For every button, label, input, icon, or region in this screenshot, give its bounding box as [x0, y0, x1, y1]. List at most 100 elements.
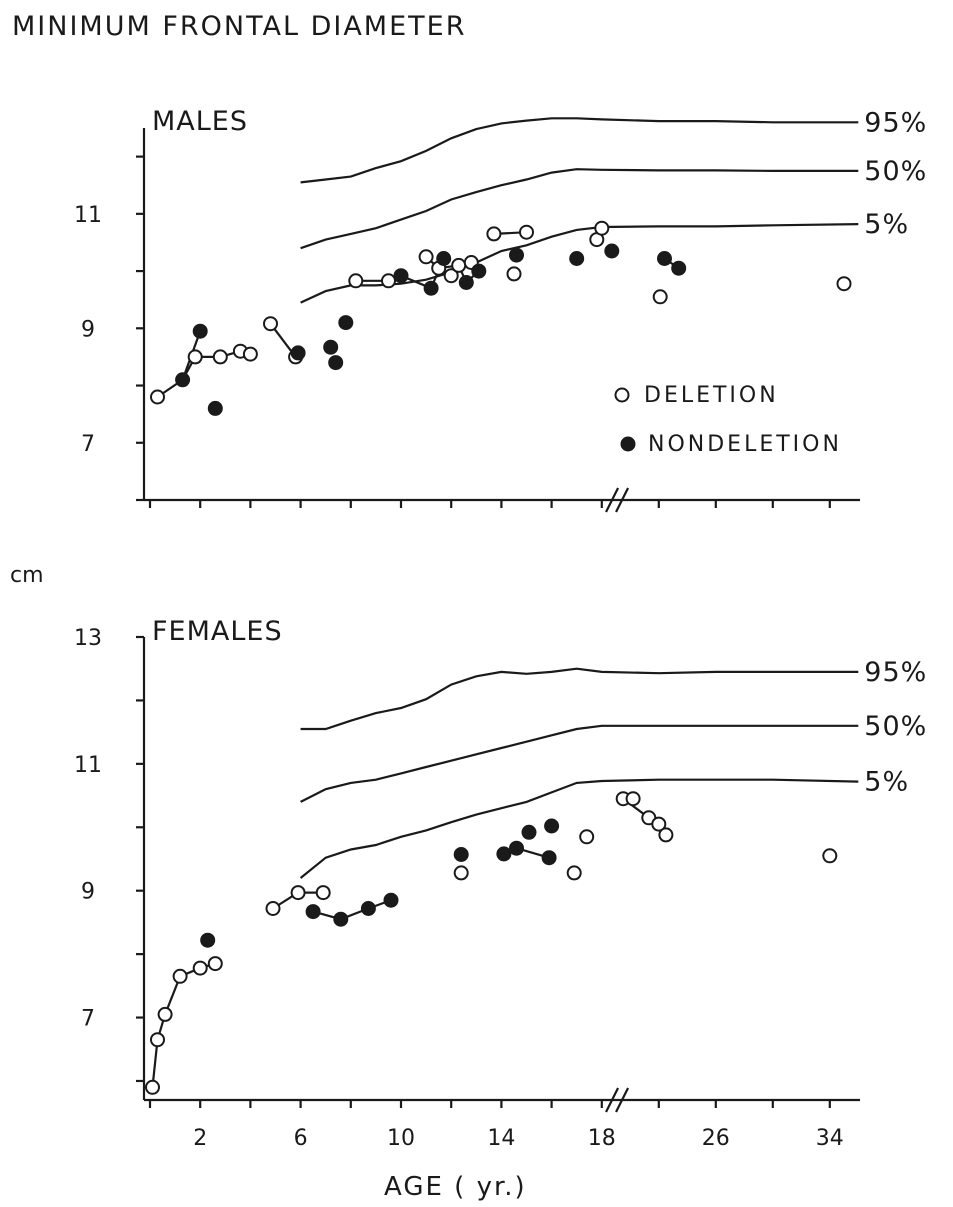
- females-percentile-label: 95%: [864, 657, 927, 688]
- females-percentile-50-curve: [300, 724, 859, 803]
- males-nondeletion-point: [393, 268, 409, 284]
- figure-title: MINIMUM FRONTAL DIAMETER: [12, 11, 466, 42]
- males-deletion-point: [836, 276, 852, 292]
- females-percentile-label: 5%: [864, 767, 909, 798]
- males-deletion-point: [150, 389, 165, 405]
- males-percentile-95-curve: [300, 117, 859, 184]
- females-nondeletion-point: [305, 904, 321, 920]
- females-deletion-point: [157, 1006, 173, 1022]
- males-deletion-point: [652, 289, 668, 305]
- legend-nondeletion-label: NONDELETION: [648, 432, 842, 457]
- females-y-tick-label: 9: [81, 880, 95, 905]
- males-deletion-point: [381, 273, 396, 289]
- males-nondeletion-point: [671, 260, 687, 276]
- males-nondeletion-point: [192, 323, 208, 339]
- females-deletion-point: [625, 791, 641, 807]
- females-y-tick-label: 11: [74, 753, 102, 778]
- females-x-tick-label: 14: [487, 1126, 515, 1151]
- males-axis-break: [615, 487, 630, 513]
- females-deletion-point: [315, 885, 331, 901]
- males-nondeletion-point: [323, 339, 339, 355]
- males-y-tick-label: 11: [74, 203, 102, 228]
- males-connector-lines: [156, 227, 680, 398]
- females-nondeletion-point: [200, 932, 216, 948]
- females-percentile-curves: 95% 50% 5%: [299, 657, 927, 879]
- females-x-tick-label: 10: [387, 1126, 415, 1151]
- females-connector-line: [312, 899, 392, 921]
- males-deletion-point: [594, 220, 610, 236]
- males-panel: MALES 7 9 11 95% 50% 5% DELETION NONDELETION: [74, 106, 927, 513]
- males-deletion-point: [486, 226, 502, 242]
- females-x-tick-label: 18: [588, 1126, 616, 1151]
- males-y-tick-label: 7: [81, 432, 95, 457]
- females-deletion-point: [579, 829, 595, 845]
- females-deletion-point: [192, 960, 208, 976]
- females-y-tick-label: 7: [81, 1007, 95, 1032]
- y-unit-label: cm: [10, 563, 44, 588]
- males-nondeletion-point: [175, 372, 191, 388]
- males-percentile-label: 95%: [864, 107, 927, 138]
- males-percentile-50-curve: [300, 168, 859, 250]
- males-nondeletion-point: [569, 251, 585, 266]
- males-axes: 7 9 11: [74, 128, 860, 513]
- males-nondeletion-point: [604, 243, 620, 259]
- females-data-points: [145, 791, 838, 1095]
- males-percentile-label: 5%: [864, 209, 909, 240]
- females-deletion-point: [172, 968, 188, 984]
- males-deletion-point: [418, 249, 434, 265]
- females-percentile-95-curve: [300, 667, 859, 731]
- females-nondeletion-point: [383, 892, 399, 908]
- females-deletion-point: [453, 865, 469, 881]
- females-x-tick-label: 6: [294, 1126, 308, 1151]
- females-deletion-point: [207, 956, 223, 972]
- males-deletion-point: [212, 349, 228, 365]
- males-deletion-point: [443, 268, 459, 284]
- females-panel-title: FEMALES: [152, 616, 283, 647]
- x-axis-label: AGE ( yr.): [384, 1172, 527, 1202]
- males-data-points: [150, 220, 852, 416]
- females-deletion-point: [651, 816, 667, 832]
- males-nondeletion-point: [471, 263, 487, 279]
- males-percentile-5-curve: [300, 223, 859, 304]
- legend-deletion-marker: [614, 387, 630, 403]
- females-axis-break: [605, 1087, 620, 1113]
- males-deletion-point: [451, 257, 467, 273]
- females-nondeletion-point: [509, 840, 524, 856]
- males-panel-title: MALES: [152, 106, 248, 137]
- females-deletion-point: [658, 827, 674, 843]
- males-percentile-label: 50%: [864, 156, 927, 187]
- males-deletion-point: [263, 316, 278, 332]
- females-x-tick-label: 34: [816, 1126, 844, 1151]
- females-nondeletion-point: [453, 847, 469, 862]
- females-x-tick-label: 2: [193, 1126, 207, 1151]
- males-deletion-point: [519, 224, 534, 240]
- females-y-tick-label: 13: [74, 626, 102, 651]
- females-nondeletion-point: [544, 818, 560, 834]
- males-nondeletion-point: [458, 275, 474, 290]
- males-nondeletion-point: [338, 315, 354, 331]
- females-deletion-point: [150, 1032, 165, 1048]
- males-nondeletion-point: [657, 251, 672, 266]
- males-nondeletion-point: [290, 345, 306, 361]
- females-nondeletion-point: [360, 901, 376, 916]
- males-axis-break: [605, 487, 620, 513]
- females-nondeletion-point: [541, 850, 557, 866]
- males-legend: DELETION NONDELETION: [614, 383, 842, 457]
- males-nondeletion-point: [509, 247, 524, 263]
- females-axis-break: [615, 1087, 630, 1113]
- males-nondeletion-point: [423, 280, 439, 296]
- males-percentile-curves: 95% 50% 5%: [300, 107, 927, 304]
- males-y-tick-label: 9: [81, 317, 95, 342]
- females-nondeletion-point: [333, 911, 349, 927]
- males-deletion-point: [348, 273, 364, 289]
- males-nondeletion-point: [207, 400, 223, 416]
- females-deletion-point: [145, 1079, 160, 1095]
- females-x-tick-label: 26: [702, 1126, 730, 1151]
- males-nondeletion-point: [436, 251, 452, 266]
- females-nondeletion-point: [521, 824, 537, 840]
- legend-deletion-label: DELETION: [644, 383, 779, 408]
- females-deletion-point: [265, 901, 281, 916]
- females-deletion-point: [290, 885, 306, 901]
